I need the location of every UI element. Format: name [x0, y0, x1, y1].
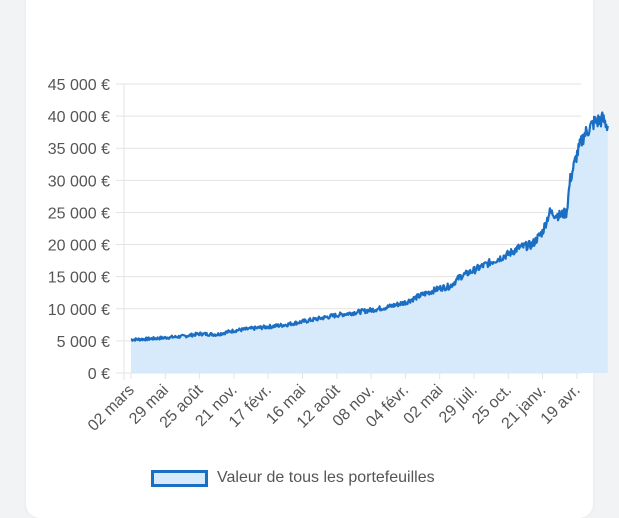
y-tick-label: 40 000 €: [48, 109, 110, 126]
legend-label: Valeur de tous les portefeuilles: [217, 469, 435, 486]
x-tick-label: 19 avr.: [538, 382, 584, 428]
series-area-fill: [131, 112, 608, 373]
series-line: [130, 111, 609, 342]
legend-swatch: [151, 469, 208, 487]
y-tick-label: 20 000 €: [48, 238, 110, 255]
y-tick-label: 45 000 €: [48, 77, 110, 94]
y-tick-label: 30 000 €: [48, 173, 110, 190]
y-axis-ticks: 0 € 5 000 € 10 000 € 15 000 € 20 000 € 25 000…: [48, 77, 110, 383]
x-tick-label: 02 mai: [401, 382, 447, 428]
x-tick-label: 02 mars: [85, 382, 138, 435]
y-tick-label: 15 000 €: [48, 270, 110, 287]
y-tick-label: 25 000 €: [48, 205, 110, 222]
y-tick-label: 5 000 €: [57, 334, 110, 351]
y-tick-label: 0 €: [88, 366, 110, 383]
legend[interactable]: Valeur de tous les portefeuilles: [151, 469, 435, 487]
y-tick-label: 35 000 €: [48, 141, 110, 158]
y-tick-label: 10 000 €: [48, 302, 110, 319]
line-chart: 0 € 5 000 € 10 000 € 15 000 € 20 000 € 25 000…: [48, 77, 609, 435]
series-area: [130, 111, 609, 373]
